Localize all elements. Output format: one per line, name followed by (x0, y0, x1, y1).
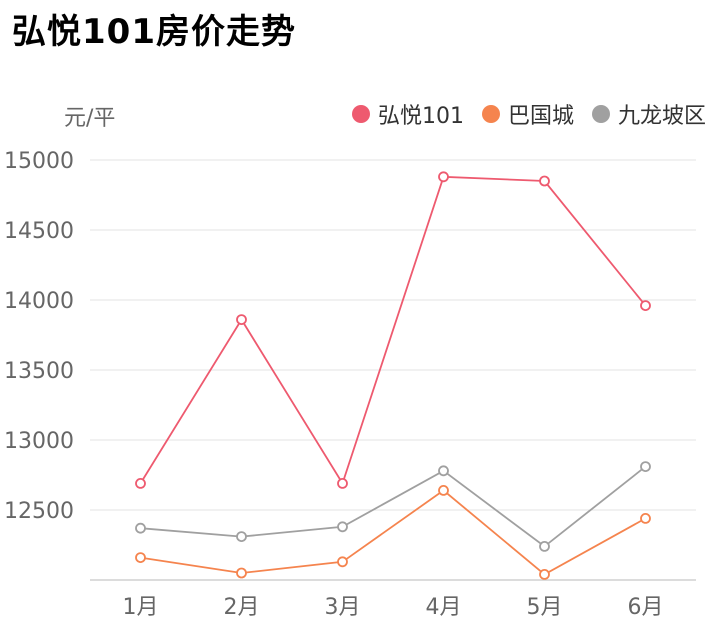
legend-label: 九龙坡区 (617, 104, 706, 129)
chart-legend: 弘悦101 巴国城 九龙坡区 (351, 98, 706, 130)
series-line (140, 465, 647, 548)
data-point (236, 314, 247, 326)
data-point (236, 567, 247, 579)
series-line (139, 175, 647, 486)
data-point (438, 465, 449, 477)
data-point (337, 556, 348, 568)
x-tick-label: 4月 (426, 595, 462, 620)
legend-item[interactable]: 巴国城 (481, 98, 574, 130)
x-tick-label: 2月 (224, 595, 260, 620)
data-point (135, 477, 146, 489)
legend-label: 弘悦101 (377, 104, 464, 129)
legend-label: 巴国城 (507, 104, 574, 129)
y-tick-label: 15000 (4, 149, 74, 174)
data-point (438, 171, 449, 183)
data-point (337, 521, 348, 533)
legend-marker-icon (481, 105, 500, 123)
legend-item[interactable]: 九龙坡区 (591, 98, 706, 130)
data-point (236, 531, 247, 542)
data-point (640, 513, 651, 524)
y-tick-label: 13500 (4, 359, 74, 384)
data-point (135, 522, 146, 534)
y-axis-unit-label: 元/平 (64, 106, 115, 131)
y-tick-label: 12500 (4, 499, 74, 524)
data-point (539, 175, 550, 187)
legend-marker-icon (591, 105, 610, 123)
chart-title: 弘悦101房价走势 (12, 12, 296, 52)
y-tick-label: 14500 (4, 219, 74, 244)
data-point (640, 461, 651, 473)
legend-item[interactable]: 弘悦101 (351, 98, 464, 130)
data-point (337, 477, 348, 489)
legend-marker-icon (351, 105, 370, 123)
data-point (640, 300, 651, 312)
x-tick-label: 1月 (123, 595, 159, 620)
data-point (539, 541, 550, 552)
data-point (438, 484, 449, 496)
series-line (140, 489, 646, 576)
data-point (539, 569, 550, 580)
y-tick-label: 13000 (4, 429, 74, 454)
x-tick-label: 6月 (628, 595, 664, 620)
x-tick-label: 3月 (325, 595, 361, 620)
y-tick-label: 14000 (4, 289, 74, 314)
data-point (135, 552, 146, 563)
x-tick-label: 5月 (527, 595, 563, 620)
